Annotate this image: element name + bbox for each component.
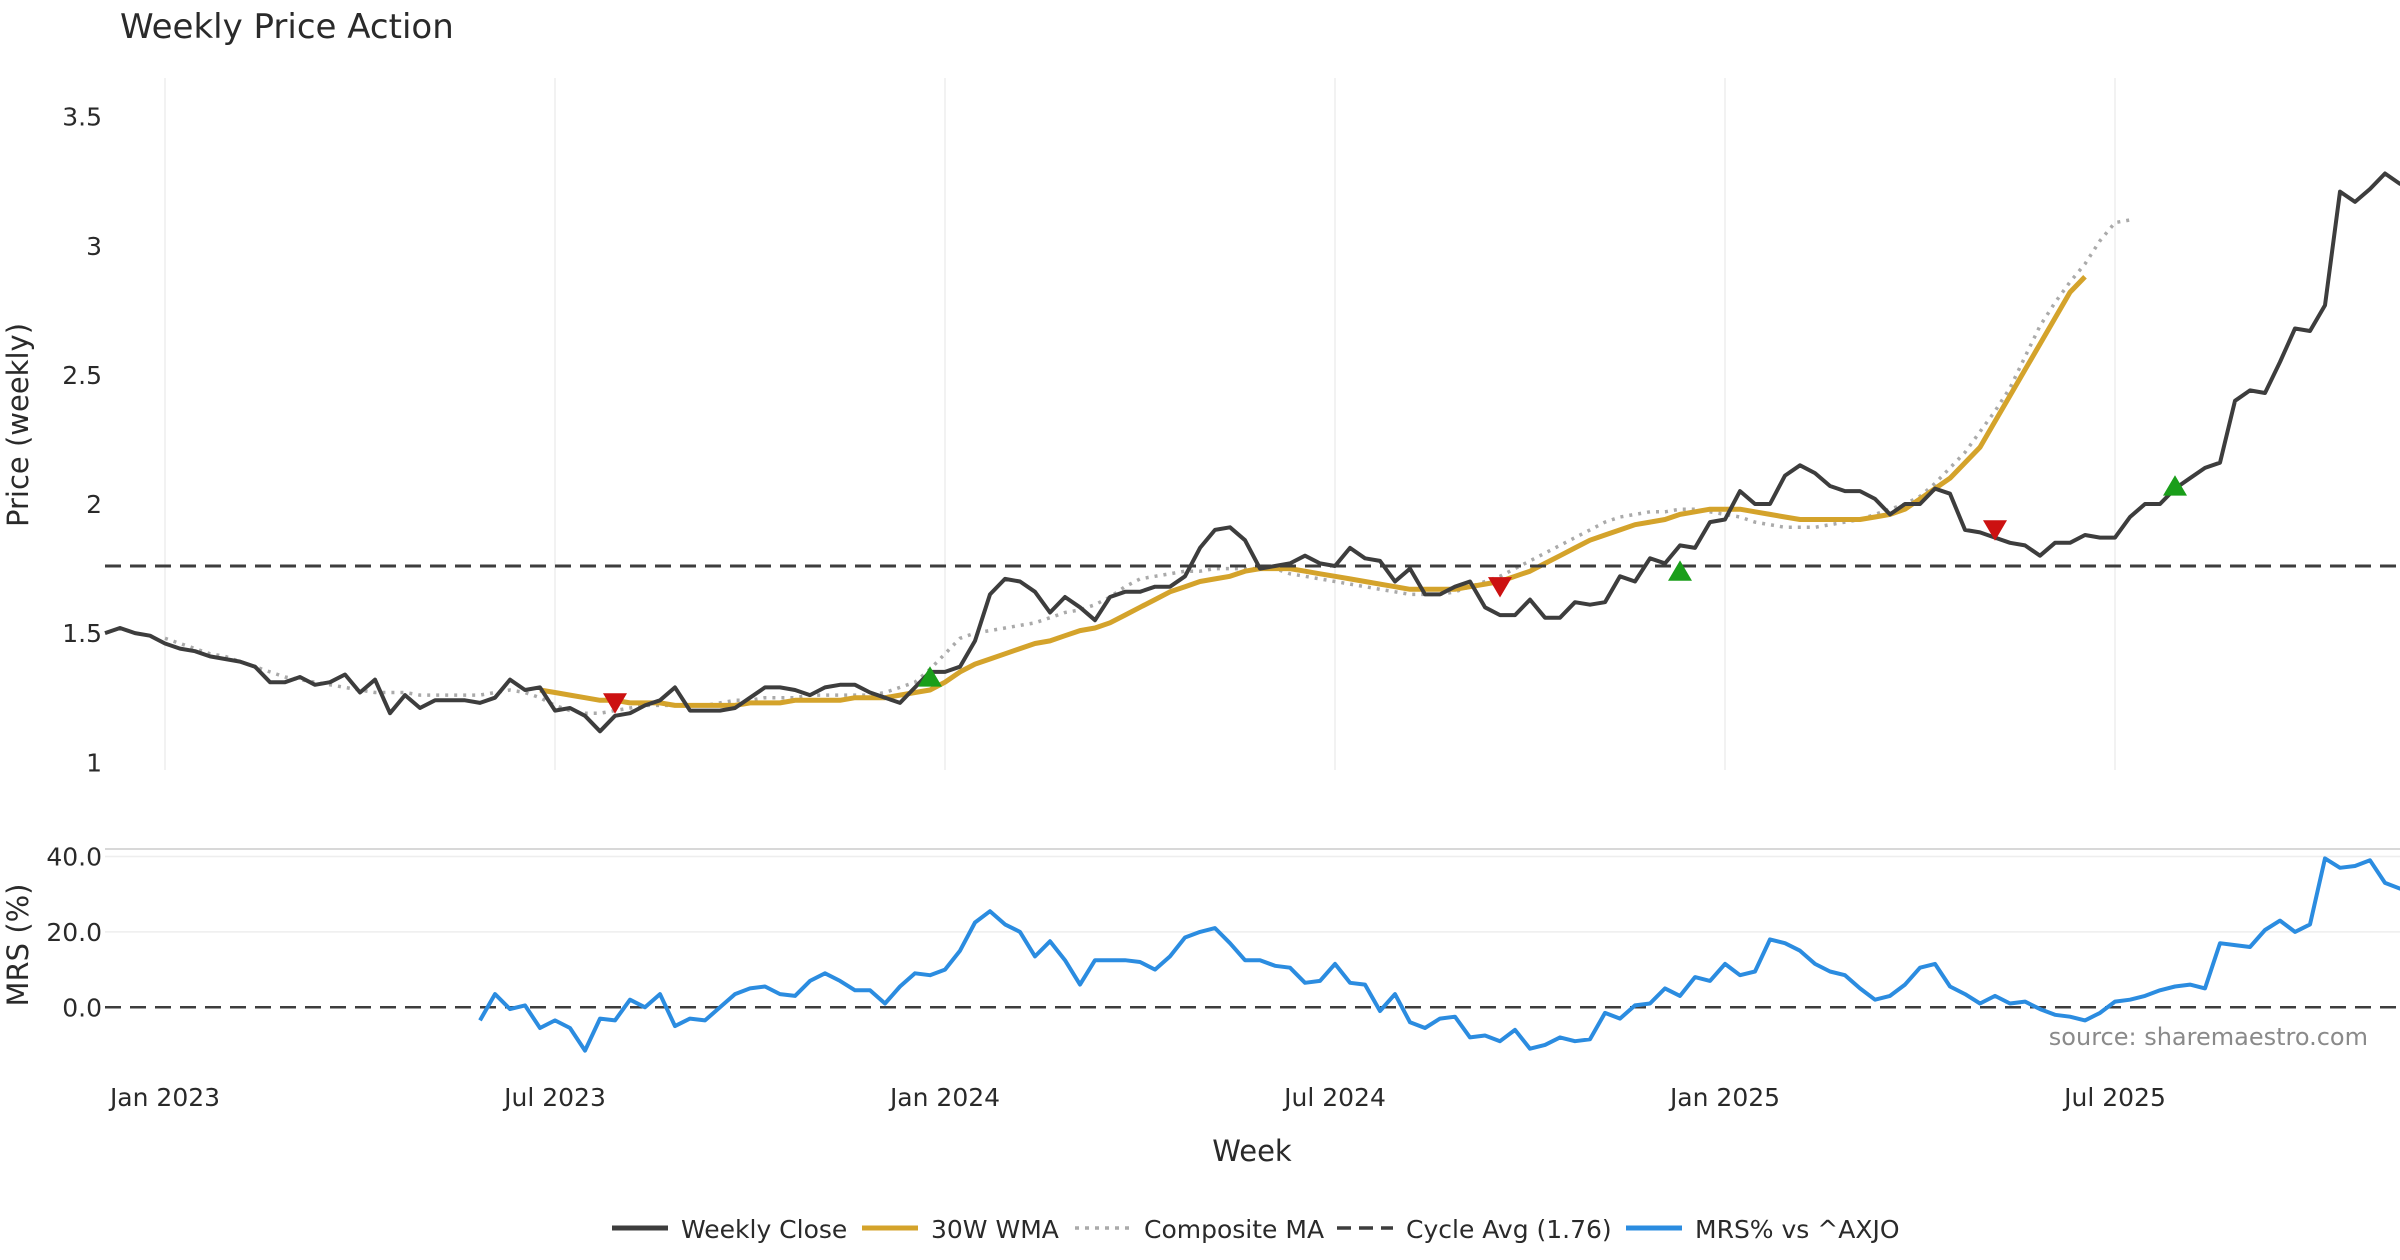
- sell-signal-marker: [603, 693, 627, 714]
- mrs-gridlines: [105, 855, 2400, 933]
- legend-label: MRS% vs ^AXJO: [1695, 1215, 1900, 1244]
- price-y-tick-label: 1: [86, 748, 102, 777]
- x-tick-label: Jan 2024: [888, 1083, 1000, 1112]
- price-y-axis-title: Price (weekly): [1, 323, 35, 527]
- price-y-ticks: 1 1.5 2 2.5 3 3.5: [62, 103, 102, 778]
- x-tick-label: Jul 2023: [502, 1083, 606, 1112]
- price-y-tick-label: 3: [86, 232, 102, 261]
- x-tick-label: Jan 2025: [1668, 1083, 1780, 1112]
- mrs-y-ticks: 0.0 20.0 40.0: [46, 843, 102, 1023]
- composite-ma-line: [164, 218, 2131, 715]
- price-gridlines: [164, 78, 2116, 770]
- mrs-y-tick-label: 20.0: [46, 918, 102, 947]
- legend-label: Composite MA: [1144, 1215, 1324, 1244]
- mrs-y-tick-label: 40.0: [46, 843, 102, 872]
- chart-title: Weekly Price Action: [120, 7, 454, 47]
- x-ticks: Jan 2023 Jul 2023 Jan 2024 Jul 2024 Jan 2025…: [108, 1083, 2166, 1112]
- buy-signal-marker: [2163, 475, 2187, 496]
- price-y-tick-label: 2.5: [62, 361, 102, 390]
- price-series-group: [104, 171, 2400, 734]
- buy-signal-marker: [1668, 560, 1692, 581]
- x-tick-label: Jan 2023: [108, 1083, 220, 1112]
- mrs-line: [478, 856, 2400, 1053]
- buy-signal-marker: [918, 666, 942, 687]
- legend: Weekly Close 30W WMA Composite MA Cycle Avg…: [612, 1215, 1900, 1244]
- legend-label: Weekly Close: [681, 1215, 847, 1244]
- price-y-tick-label: 3.5: [62, 103, 102, 132]
- mrs-y-axis-title: MRS (%): [1, 884, 35, 1007]
- mrs-y-tick-label: 0.0: [62, 993, 102, 1022]
- mrs-series-group: [105, 856, 2400, 1053]
- weekly-close-line: [104, 171, 2400, 734]
- legend-label: Cycle Avg (1.76): [1406, 1215, 1612, 1244]
- price-y-tick-label: 1.5: [62, 619, 102, 648]
- price-y-tick-label: 2: [86, 490, 102, 519]
- signal-markers: [603, 475, 2187, 714]
- x-tick-label: Jul 2024: [1282, 1083, 1386, 1112]
- x-axis-title: Week: [1212, 1134, 1292, 1168]
- sell-signal-marker: [1983, 520, 2007, 541]
- x-tick-label: Jul 2025: [2062, 1083, 2166, 1112]
- legend-label: 30W WMA: [931, 1215, 1059, 1244]
- 30w-wma-line: [539, 275, 2087, 708]
- source-watermark: source: sharemaestro.com: [2049, 1023, 2368, 1051]
- sell-signal-marker: [1488, 577, 1512, 598]
